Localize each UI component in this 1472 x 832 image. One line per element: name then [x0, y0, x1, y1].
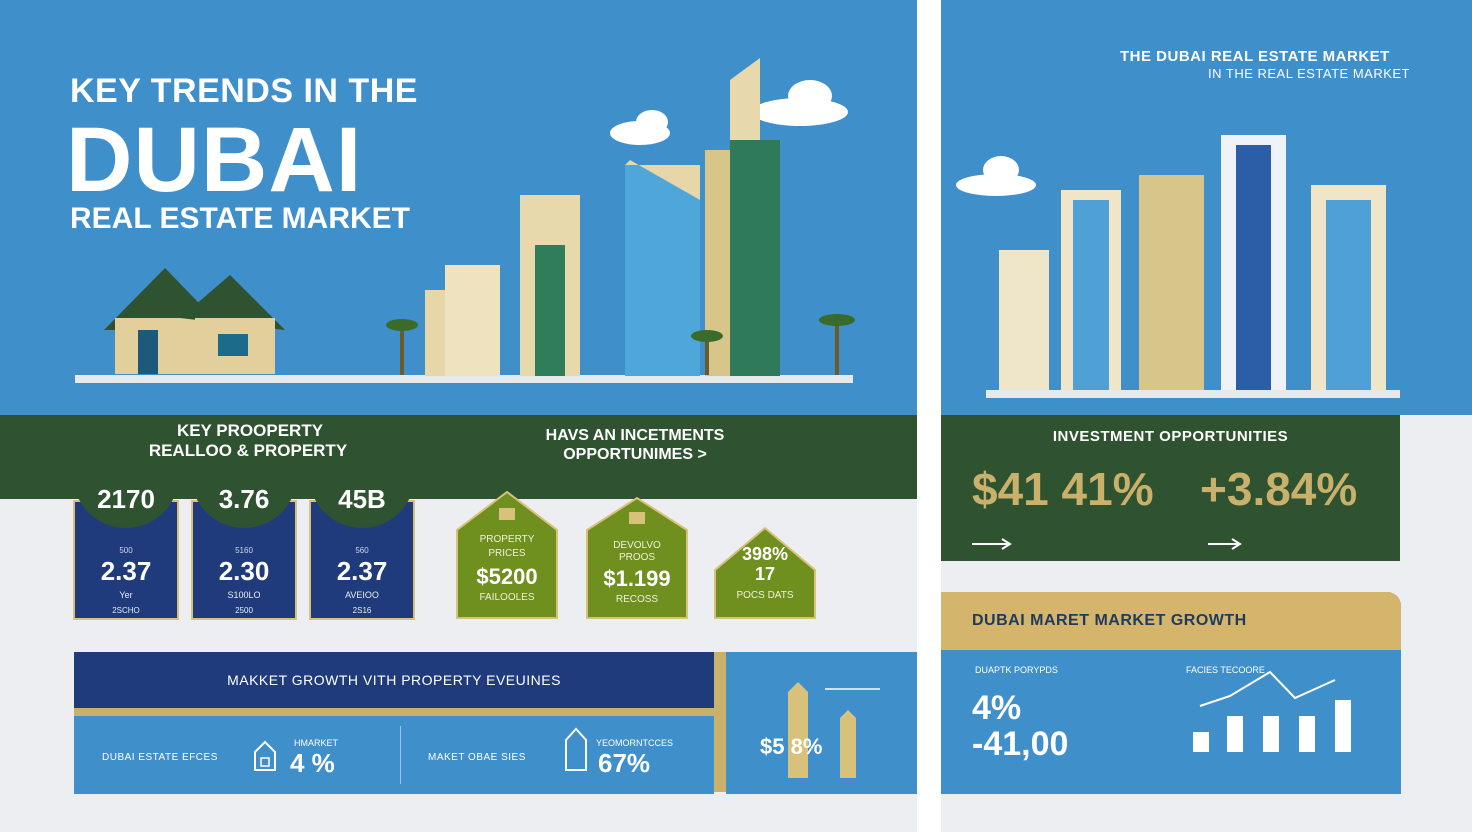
tag-icon: [565, 727, 587, 771]
right-margin: [1400, 415, 1472, 832]
house-label: DEVOLVO: [613, 540, 661, 551]
house-label: POCS DATS: [736, 590, 794, 601]
house-label: RECOSS: [615, 594, 659, 605]
band-label: KEY PROOPERTY: [176, 421, 324, 440]
investment-band: [941, 415, 1400, 561]
growth-title: DUBAI MARET MARKET GROWTH: [972, 612, 1247, 629]
mini-bar-chart-icon: [788, 682, 880, 778]
gold-rule: [714, 652, 726, 792]
house-value: 398% 17: [741, 544, 789, 584]
mg-item-label: DUBAI ESTATE EFCES: [102, 752, 218, 763]
growth-value: 4%: [972, 689, 1022, 727]
stat-top-value: 45B: [338, 484, 386, 514]
cloud-icon: [956, 156, 1036, 196]
right-hero-subtitle: IN THE REAL ESTATE MARKET: [1208, 66, 1410, 81]
growth-label: FACIES TECOORE: [1186, 665, 1265, 675]
stat-value: 2.30: [218, 556, 270, 586]
stat-top-value: 2170: [97, 484, 155, 514]
band-label: OPPORTUNIMES >: [563, 446, 707, 463]
hero-title-line1: KEY TRENDS IN THE: [70, 72, 418, 110]
stat-label: 500: [119, 546, 133, 555]
stat-label: 560: [355, 546, 369, 555]
panel-divider: [917, 0, 941, 832]
house-value: $1.199: [603, 566, 671, 591]
house-cards-shapes: [456, 490, 816, 619]
house-icon: [104, 268, 285, 374]
mg-item-value: 67%: [598, 748, 651, 778]
stat-caption: 2S16: [352, 606, 372, 615]
growth-label: DUAPTK PORYPDS: [975, 665, 1058, 675]
stat-value: 2.37: [336, 556, 388, 586]
gold-rule: [74, 708, 714, 716]
stat-caption: S100LO: [227, 590, 261, 600]
stat-card: 45B 560 2.37 AVEIOO 2S16: [309, 470, 415, 620]
growth-value: -41,00: [972, 725, 1069, 763]
band-label: REALLOO & PROPERTY: [148, 441, 348, 460]
house-label: FAILOOLES: [479, 592, 535, 603]
mg-item-head: HMARKET: [294, 738, 339, 748]
tower-icon: [425, 58, 780, 376]
stat-caption: AVEIOO: [345, 590, 379, 600]
house-value: $5200: [476, 564, 538, 589]
growth-header: [941, 592, 1401, 650]
stat-label: 5160: [235, 546, 253, 555]
right-hero-title: THE DUBAI REAL ESTATE MARKET: [1120, 48, 1390, 65]
stat-caption: 2500: [235, 606, 253, 615]
investment-title: INVESTMENT OPPORTUNITIES: [1052, 428, 1289, 445]
tower-icon: [999, 135, 1386, 390]
mg-item-value: 4 %: [290, 748, 335, 778]
market-growth-title: MAKKET GROWTH VITH PROPERTY EVEUINES: [227, 672, 561, 688]
mg-item-head: YEOMORNTCCES: [596, 738, 674, 748]
market-growth-details: [74, 716, 714, 794]
market-growth-bar: [74, 652, 714, 708]
house-label: PROOS: [618, 552, 656, 563]
stat-value: 2.37: [100, 556, 152, 586]
investment-value: +3.84%: [1200, 463, 1358, 515]
market-growth-side: [726, 652, 917, 794]
growth-value-block: 4% -41,00: [972, 690, 1068, 762]
skyline-illustration: [75, 58, 855, 383]
hero-title-line2: DUBAI: [66, 109, 363, 211]
hero-title-line3: REAL ESTATE MARKET: [70, 202, 411, 235]
investment-value: $41 41%: [972, 463, 1154, 515]
mg-item-label: MAKET OBAE SIES: [428, 752, 526, 763]
band-label: HAVS AN INCETMENTS: [545, 427, 725, 444]
separator: [400, 726, 401, 784]
arrow-icon: [972, 538, 1242, 550]
house-label: PRICES: [488, 548, 526, 559]
right-skyline-illustration: [956, 135, 1400, 398]
mg-side-value: $5 8%: [760, 734, 823, 759]
stat-caption: 2SCHO: [112, 606, 140, 615]
house-label: PROPERTY: [479, 534, 535, 545]
cloud-icon: [610, 80, 848, 145]
stat-top-value: 3.76: [218, 484, 270, 514]
stat-caption: Yer: [119, 590, 133, 600]
growth-chart-icon: [1193, 670, 1351, 752]
stat-card: 3.76 5160 2.30 S100LO 2500: [191, 470, 297, 620]
stat-card: 2170 500 2.37 Yer 2SCHO: [73, 470, 179, 620]
house-icon: [254, 740, 276, 771]
